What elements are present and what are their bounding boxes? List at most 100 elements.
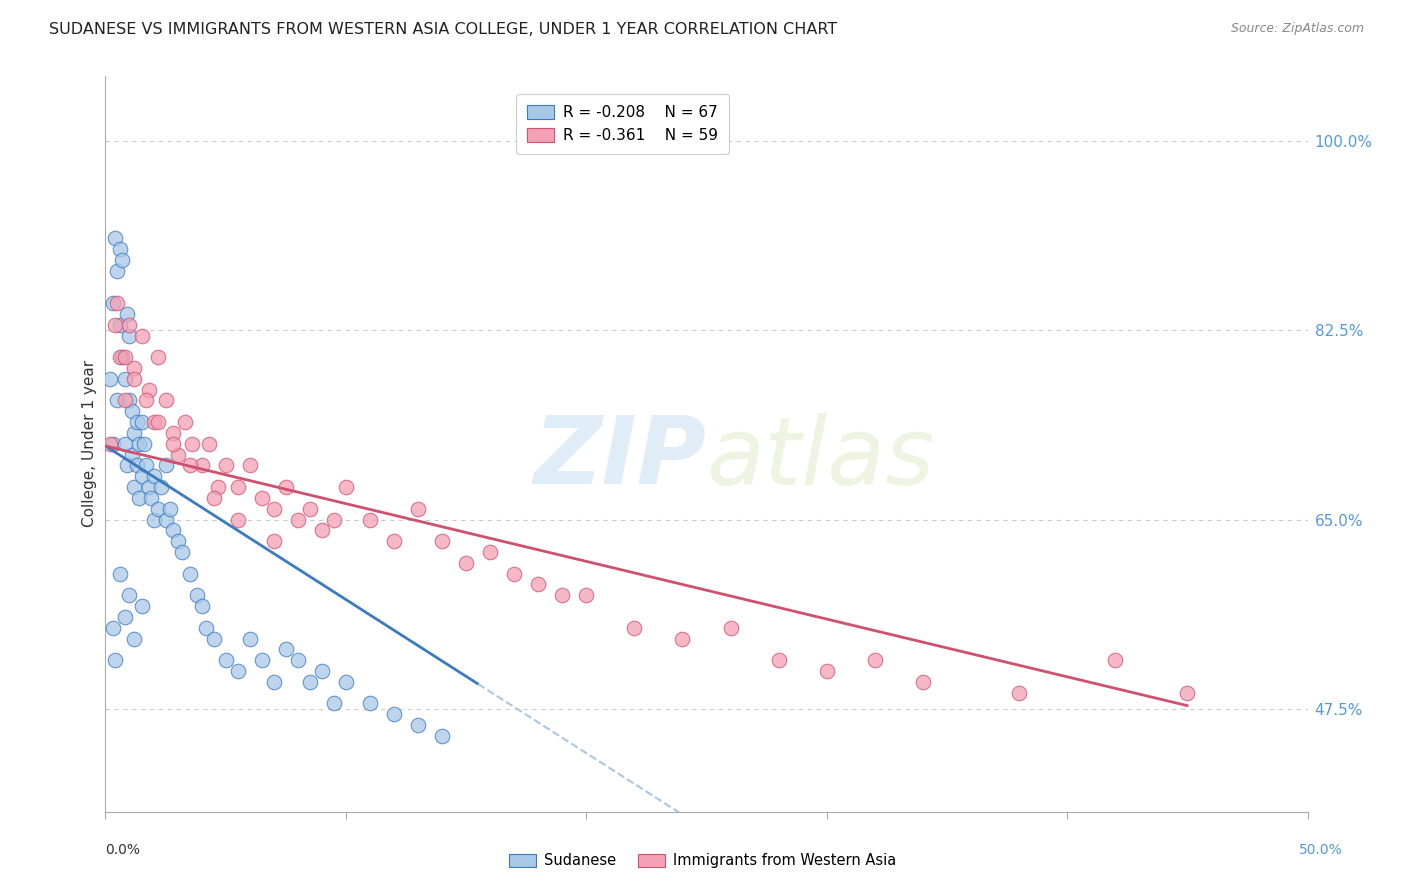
Point — [155, 393, 177, 408]
Point — [138, 383, 160, 397]
Point — [214, 458, 236, 473]
Point — [179, 566, 201, 581]
Point — [863, 653, 886, 667]
Point — [768, 653, 790, 667]
Point — [335, 674, 357, 689]
Point — [114, 437, 136, 451]
Point — [430, 729, 453, 743]
Point — [263, 674, 285, 689]
Point — [111, 350, 134, 364]
Point — [551, 588, 574, 602]
Point — [107, 263, 129, 277]
Point — [135, 458, 157, 473]
Point — [121, 448, 143, 462]
Point — [239, 458, 262, 473]
Point — [125, 458, 148, 473]
Point — [166, 448, 188, 462]
Point — [139, 491, 162, 505]
Point — [815, 664, 838, 678]
Point — [311, 664, 333, 678]
Point — [239, 632, 262, 646]
Point — [322, 512, 344, 526]
Point — [202, 491, 225, 505]
Point — [190, 458, 212, 473]
Point — [108, 350, 131, 364]
Point — [104, 231, 127, 245]
Point — [720, 621, 742, 635]
Legend: R = -0.208    N = 67, R = -0.361    N = 59: R = -0.208 N = 67, R = -0.361 N = 59 — [516, 95, 728, 153]
Point — [118, 588, 141, 602]
Point — [298, 674, 321, 689]
Text: ZIP: ZIP — [534, 412, 707, 505]
Point — [359, 697, 381, 711]
Point — [274, 642, 297, 657]
Point — [298, 501, 321, 516]
Text: 0.0%: 0.0% — [105, 843, 141, 857]
Point — [121, 404, 143, 418]
Point — [456, 556, 478, 570]
Text: 50.0%: 50.0% — [1299, 843, 1343, 857]
Point — [406, 718, 429, 732]
Point — [148, 501, 170, 516]
Point — [274, 480, 297, 494]
Point — [108, 242, 131, 256]
Point — [115, 458, 138, 473]
Point — [162, 437, 184, 451]
Point — [527, 577, 550, 591]
Text: atlas: atlas — [707, 413, 935, 504]
Point — [195, 621, 218, 635]
Point — [115, 307, 138, 321]
Point — [125, 415, 148, 429]
Point — [131, 599, 153, 613]
Point — [142, 469, 165, 483]
Point — [911, 674, 934, 689]
Legend: Sudanese, Immigrants from Western Asia: Sudanese, Immigrants from Western Asia — [502, 847, 904, 876]
Point — [207, 480, 229, 494]
Point — [138, 480, 160, 494]
Point — [108, 566, 131, 581]
Point — [114, 393, 136, 408]
Point — [131, 469, 153, 483]
Point — [287, 653, 309, 667]
Point — [124, 361, 146, 376]
Point — [226, 480, 249, 494]
Point — [190, 599, 212, 613]
Point — [263, 534, 285, 549]
Point — [98, 372, 121, 386]
Point — [142, 415, 165, 429]
Point — [186, 588, 208, 602]
Point — [128, 437, 150, 451]
Point — [101, 437, 124, 451]
Point — [1104, 653, 1126, 667]
Point — [479, 545, 502, 559]
Point — [114, 372, 136, 386]
Point — [124, 480, 146, 494]
Point — [359, 512, 381, 526]
Point — [226, 512, 249, 526]
Point — [311, 524, 333, 538]
Point — [382, 534, 405, 549]
Point — [101, 296, 124, 310]
Point — [214, 653, 236, 667]
Text: SUDANESE VS IMMIGRANTS FROM WESTERN ASIA COLLEGE, UNDER 1 YEAR CORRELATION CHART: SUDANESE VS IMMIGRANTS FROM WESTERN ASIA… — [49, 22, 838, 37]
Point — [124, 425, 146, 440]
Point — [124, 372, 146, 386]
Point — [181, 437, 204, 451]
Point — [335, 480, 357, 494]
Point — [114, 350, 136, 364]
Text: Source: ZipAtlas.com: Source: ZipAtlas.com — [1230, 22, 1364, 36]
Point — [166, 534, 188, 549]
Y-axis label: College, Under 1 year: College, Under 1 year — [82, 360, 97, 527]
Point — [131, 328, 153, 343]
Point — [118, 328, 141, 343]
Point — [148, 350, 170, 364]
Point — [148, 415, 170, 429]
Point — [503, 566, 526, 581]
Point — [162, 425, 184, 440]
Point — [671, 632, 693, 646]
Point — [104, 653, 127, 667]
Point — [104, 318, 127, 332]
Point — [101, 621, 124, 635]
Point — [430, 534, 453, 549]
Point — [118, 393, 141, 408]
